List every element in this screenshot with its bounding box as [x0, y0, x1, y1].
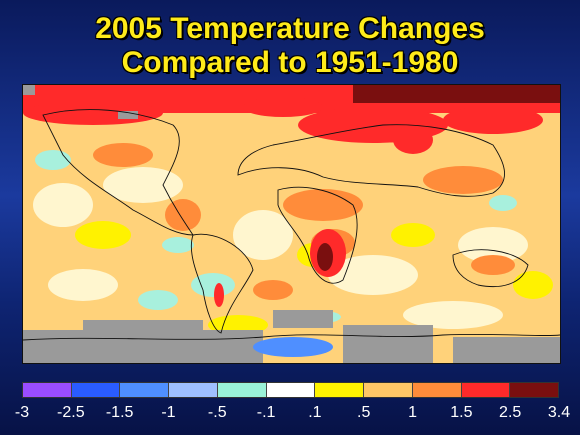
- legend-swatch: [23, 383, 72, 397]
- legend-swatch: [461, 383, 511, 397]
- legend-swatch: [71, 383, 121, 397]
- legend-tick-label: -.5: [207, 404, 227, 421]
- legend-swatch: [120, 383, 170, 397]
- arctic-warm-band: [23, 85, 560, 154]
- legend-swatch: [315, 383, 365, 397]
- legend-tick-label: -.1: [256, 404, 276, 421]
- legend-tick-label: .1: [308, 404, 322, 421]
- legend-swatch: [364, 383, 413, 397]
- legend-tick-labels: -3 -2.5 -1.5 -1 -.5 -.1 .1 .5 1 1.5 2.5 3.4: [0, 403, 580, 425]
- slight-warm-patches: [75, 221, 553, 335]
- legend-tick-label: -1: [161, 404, 176, 421]
- legend-swatch: [412, 383, 462, 397]
- temperature-anomaly-map: [22, 84, 561, 364]
- no-data-areas: [23, 85, 560, 363]
- legend-swatch: [169, 383, 218, 397]
- color-scale-legend: [22, 382, 559, 398]
- title-line-2: Compared to 1951-1980: [121, 46, 459, 79]
- patagonia-hotspot: [214, 283, 224, 307]
- legend-swatch: [217, 383, 267, 397]
- southern-africa-hotspot: [310, 229, 346, 277]
- legend-swatch: [266, 383, 316, 397]
- legend-tick-label: -1.5: [105, 404, 134, 421]
- continent-outlines: [23, 109, 560, 341]
- legend-tick-label: -3: [14, 404, 30, 421]
- antarctic-cool-area: [253, 337, 333, 357]
- legend-tick-label: 2.5: [499, 404, 522, 421]
- legend-swatch: [510, 383, 559, 397]
- legend-tick-label: 1: [408, 404, 417, 421]
- legend-tick-label: .5: [357, 404, 371, 421]
- legend-tick-label: 3.4: [547, 404, 571, 421]
- title-line-1: 2005 Temperature Changes: [95, 12, 485, 45]
- legend-tick-label: -2.5: [57, 404, 85, 421]
- legend-tick-label: 1.5: [450, 404, 473, 421]
